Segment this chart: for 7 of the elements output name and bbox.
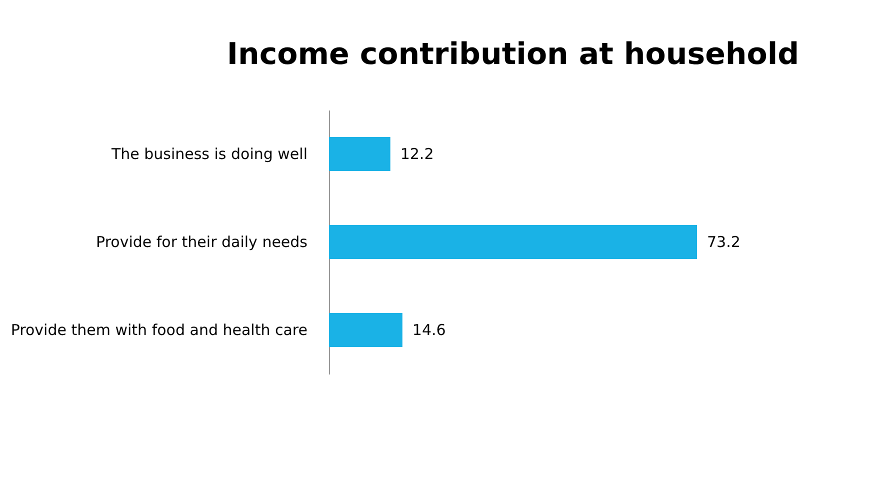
data-label: 73.2 — [707, 233, 740, 251]
data-label: 12.2 — [400, 145, 434, 163]
y-tick-label: Provide for their daily needs — [96, 233, 308, 251]
data-label: 14.6 — [412, 321, 446, 339]
y-tick-label: The business is doing well — [110, 145, 308, 163]
y-tick-label: Provide them with food and health care — [10, 321, 308, 339]
chart-title: Income contribution at household — [226, 37, 800, 72]
